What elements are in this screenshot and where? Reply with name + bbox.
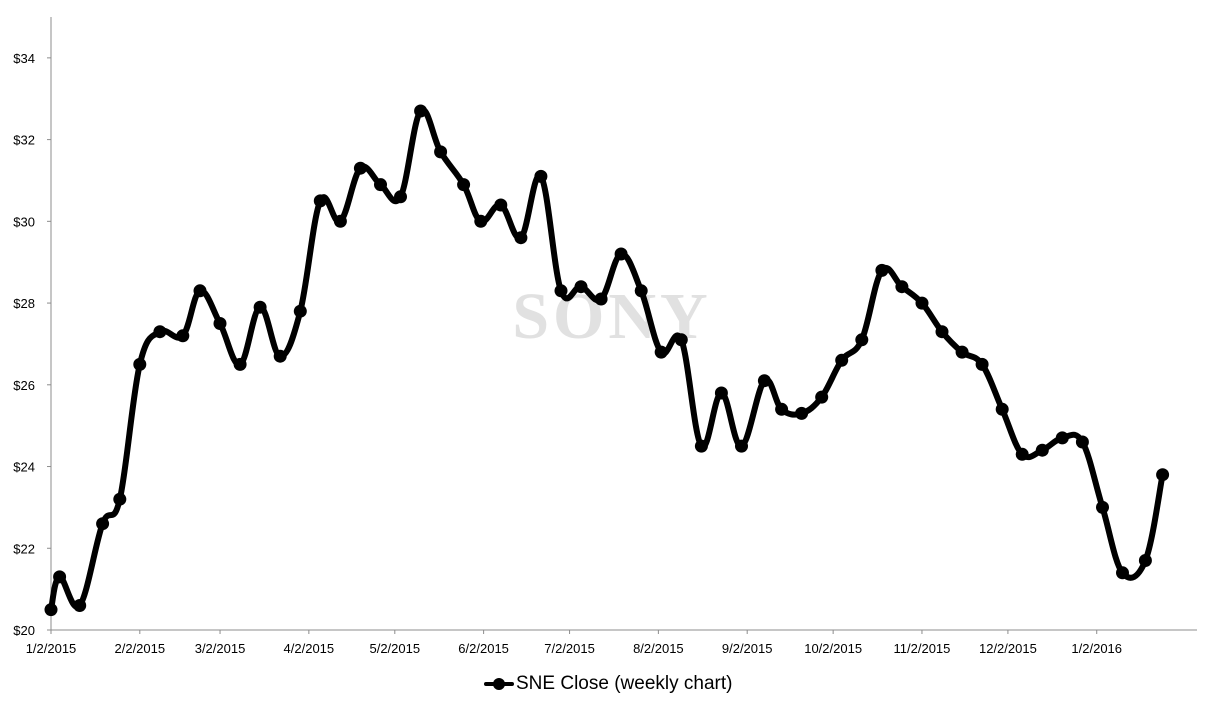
data-point (44, 603, 58, 617)
data-point (895, 280, 909, 294)
data-point (253, 300, 267, 314)
y-axis-tick-labels: $20 $22 $24 $26 $28 $30 $32 $34 (13, 51, 35, 638)
data-point (333, 214, 347, 228)
legend-marker-icon (484, 674, 514, 694)
x-tick-label: 5/2/2015 (369, 641, 420, 656)
data-point (1138, 554, 1152, 567)
data-point (835, 353, 849, 367)
data-point (1055, 431, 1069, 445)
data-point (434, 145, 448, 159)
data-point (1116, 566, 1129, 580)
axes (47, 17, 1197, 634)
x-tick-label: 1/2/2016 (1071, 641, 1122, 656)
series-points (44, 104, 1170, 617)
data-point (233, 357, 247, 371)
data-point (1096, 500, 1109, 514)
data-point (353, 161, 367, 175)
data-point (457, 178, 471, 192)
data-point (73, 599, 87, 612)
x-tick-label: 2/2/2015 (115, 641, 166, 656)
data-point (935, 325, 949, 339)
x-tick-label: 7/2/2015 (544, 641, 595, 656)
y-tick-label: $24 (13, 460, 35, 475)
legend: SNE Close (weekly chart) (484, 672, 732, 696)
x-tick-label: 12/2/2015 (979, 641, 1037, 656)
data-point (975, 357, 989, 371)
data-point (775, 402, 789, 416)
x-tick-label: 1/2/2015 (26, 641, 77, 656)
x-tick-label: 3/2/2015 (195, 641, 246, 656)
data-point (293, 304, 307, 318)
data-point (815, 390, 829, 404)
data-point (394, 190, 407, 204)
x-tick-label: 6/2/2015 (458, 641, 509, 656)
data-point (374, 178, 387, 192)
legend-label: SNE Close (weekly chart) (516, 673, 733, 694)
data-point (1035, 443, 1049, 457)
data-point (133, 357, 147, 371)
data-point (614, 247, 628, 261)
data-point (955, 345, 969, 359)
data-point (534, 169, 548, 183)
y-tick-label: $22 (13, 541, 35, 556)
data-point (574, 280, 588, 294)
x-tick-label: 8/2/2015 (633, 641, 684, 656)
y-tick-label: $34 (13, 51, 35, 66)
data-point (153, 325, 167, 339)
x-tick-label: 4/2/2015 (284, 641, 335, 656)
y-tick-label: $32 (13, 133, 35, 148)
data-point (634, 284, 648, 298)
x-axis-tick-labels: 1/2/2015 2/2/2015 3/2/2015 4/2/2015 5/2/2015… (26, 641, 1122, 656)
series-line-sne-close (48, 106, 1166, 613)
x-tick-label: 9/2/2015 (722, 641, 773, 656)
data-point (514, 231, 528, 245)
data-point (694, 439, 708, 453)
data-point (594, 292, 608, 306)
data-point (474, 214, 488, 228)
data-point (414, 104, 428, 118)
data-point (1015, 447, 1029, 461)
data-point (554, 284, 568, 298)
y-tick-label: $28 (13, 296, 35, 311)
data-point (915, 296, 929, 310)
x-tick-label: 11/2/2015 (894, 641, 951, 656)
data-point (193, 284, 207, 298)
data-point (313, 194, 327, 208)
data-point (674, 333, 688, 347)
y-tick-label: $26 (13, 378, 35, 393)
data-point (735, 439, 748, 453)
data-point (855, 333, 869, 347)
y-tick-label: $30 (13, 214, 35, 229)
data-point (654, 345, 668, 359)
data-point (176, 329, 190, 343)
data-point (96, 517, 110, 531)
data-point (213, 317, 227, 330)
data-point (757, 374, 771, 388)
data-point (273, 349, 287, 363)
data-point (875, 263, 889, 277)
x-tick-label: 10/2/2015 (804, 641, 862, 656)
data-point (53, 570, 67, 584)
data-point (995, 402, 1009, 416)
data-point (1075, 435, 1089, 449)
data-point (494, 198, 508, 212)
data-point (113, 492, 127, 506)
y-tick-label: $20 (13, 623, 35, 638)
data-point (795, 406, 809, 420)
data-point (1156, 468, 1170, 482)
data-point (714, 386, 728, 400)
